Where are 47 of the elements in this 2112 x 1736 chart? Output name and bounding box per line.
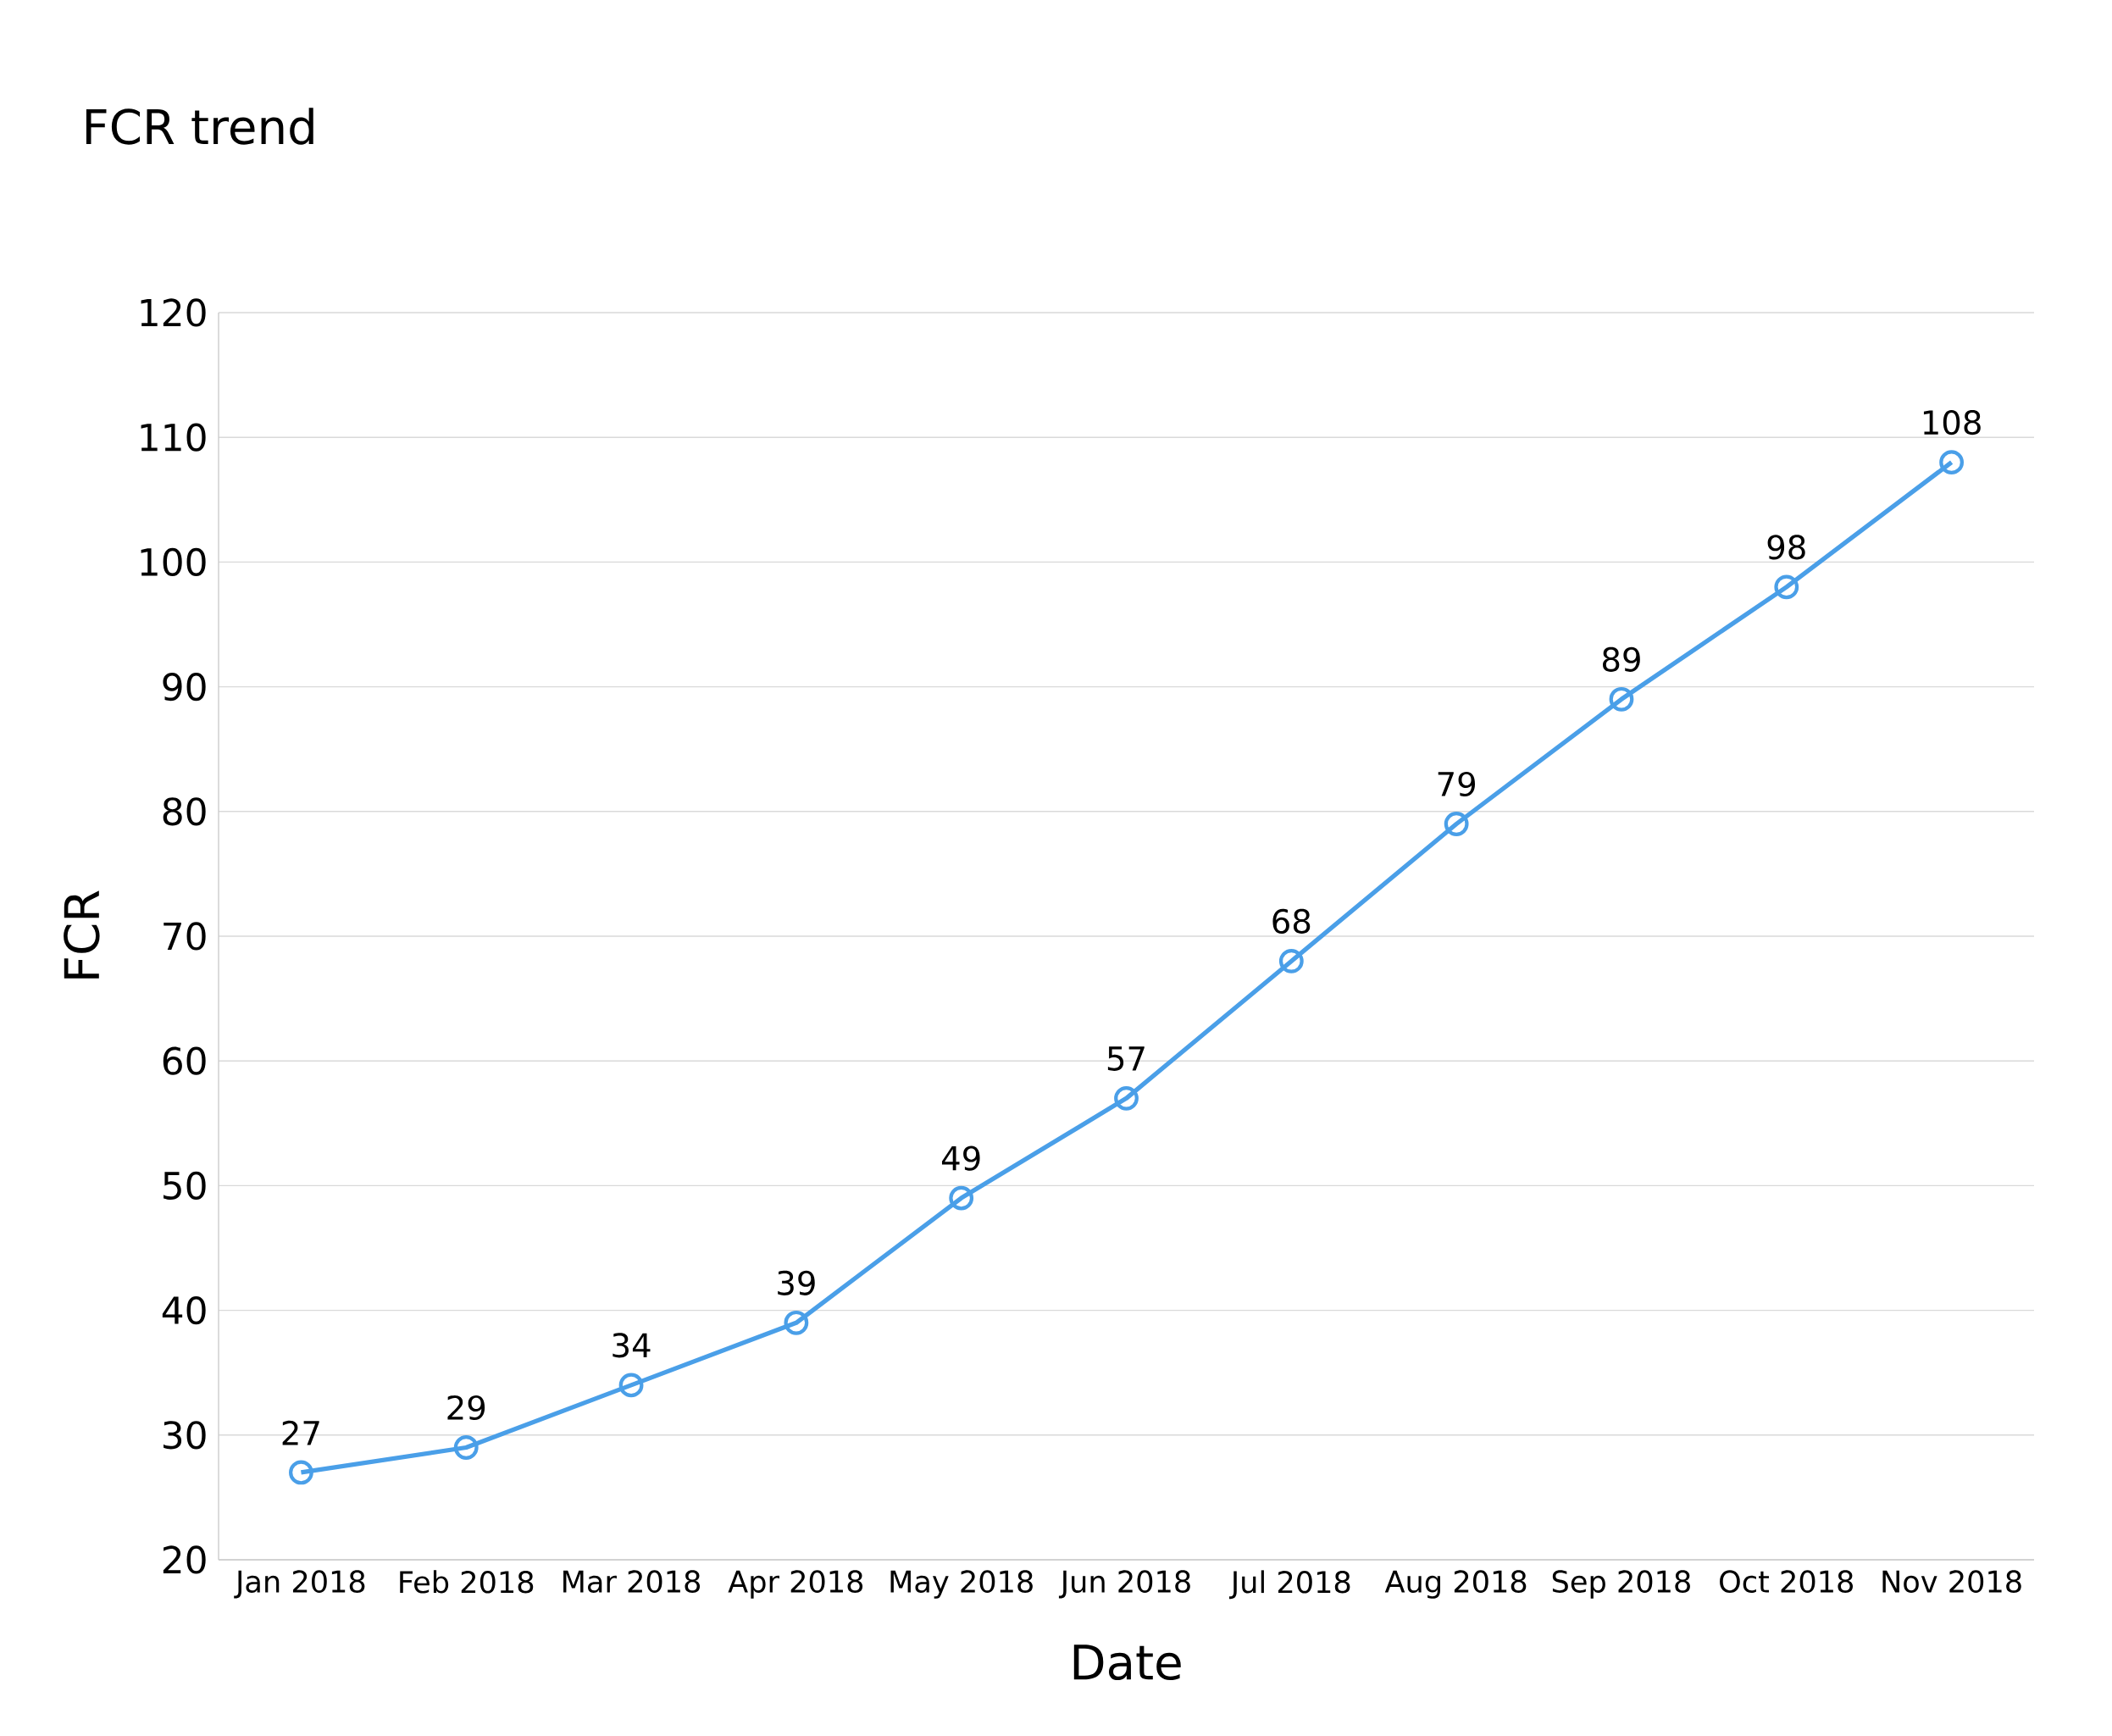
chart-title: FCR trend xyxy=(86,108,313,145)
y-tick-label: 70 xyxy=(164,922,206,951)
y-tick-label: 30 xyxy=(164,1421,206,1450)
y-tick-label: 90 xyxy=(163,672,206,702)
y-axis-title: FCR xyxy=(64,890,100,979)
data-label: 49 xyxy=(941,1145,980,1171)
y-tick-label: 40 xyxy=(162,1295,206,1325)
data-label: 29 xyxy=(447,1395,485,1421)
data-label: 39 xyxy=(778,1270,815,1295)
x-tick-label: Nov 2018 xyxy=(1882,1570,2021,1593)
x-tick-label: Oct 2018 xyxy=(1720,1570,1854,1593)
y-tick-label: 120 xyxy=(141,298,206,327)
x-tick-label: Jan 2018 xyxy=(234,1570,365,1599)
data-label: 27 xyxy=(282,1420,319,1445)
point xyxy=(618,1373,644,1398)
y-tick-label: 80 xyxy=(163,797,206,826)
x-tick-label: Aug 2018 xyxy=(1384,1570,1527,1599)
point xyxy=(949,1185,974,1211)
data-label: 79 xyxy=(1438,771,1476,797)
y-tick-label: 60 xyxy=(163,1046,206,1075)
point xyxy=(1444,812,1469,836)
data-label: 57 xyxy=(1107,1046,1145,1071)
x-tick-label: Apr 2018 xyxy=(728,1570,863,1599)
x-tick-label: Feb 2018 xyxy=(400,1570,534,1594)
y-tick-label: 100 xyxy=(141,547,206,576)
x-tick-label: May 2018 xyxy=(890,1570,1033,1599)
point xyxy=(1774,574,1799,600)
x-tick-label: Mar 2018 xyxy=(563,1570,701,1593)
point xyxy=(289,1460,313,1485)
x-tick-label: Sep 2018 xyxy=(1552,1570,1690,1599)
x-tick-label: Jun 2018 xyxy=(1058,1570,1190,1599)
data-label: 98 xyxy=(1767,535,1805,560)
y-tick-label: 50 xyxy=(164,1171,206,1200)
point xyxy=(1278,949,1304,973)
point xyxy=(1609,686,1634,712)
point xyxy=(784,1310,809,1335)
data-label: 89 xyxy=(1603,646,1640,672)
y-tick-label: 20 xyxy=(163,1545,206,1574)
point xyxy=(1939,450,1965,475)
x-tick-label: Jul 2018 xyxy=(1229,1570,1350,1600)
y-tick-label: 110 xyxy=(141,423,206,452)
data-label: 68 xyxy=(1272,908,1311,935)
data-label: 108 xyxy=(1923,410,1981,435)
point xyxy=(1114,1085,1139,1111)
data-label: 34 xyxy=(613,1333,651,1358)
x-axis-title: Date xyxy=(1073,1644,1181,1681)
point xyxy=(453,1435,479,1460)
